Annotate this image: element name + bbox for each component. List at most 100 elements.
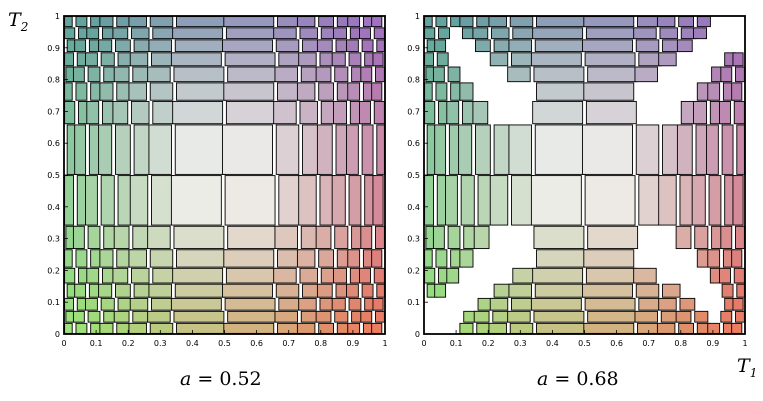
right-cell: [511, 175, 535, 226]
left-cell: [334, 310, 349, 323]
right-cell: [488, 322, 507, 334]
left-cell: [98, 124, 113, 175]
right-cell: [676, 39, 693, 53]
right-cell: [475, 124, 491, 175]
left-cell: [361, 124, 374, 175]
left-cell: [375, 225, 385, 250]
left-cell: [176, 322, 227, 334]
left-cell: [170, 52, 222, 67]
right-cell: [676, 124, 693, 175]
right-cell: [720, 225, 733, 250]
left-cell: [115, 283, 131, 298]
left-cell: [74, 283, 87, 298]
left-cell: [98, 39, 113, 53]
right-cell: [587, 225, 639, 250]
left-cell: [225, 267, 277, 284]
right-cell: [735, 66, 745, 83]
left-cell: [170, 175, 222, 226]
right-cell: [694, 225, 709, 250]
left-cell: [113, 225, 130, 250]
svg-text:T2: T2: [8, 9, 28, 34]
left-cell: [151, 297, 175, 311]
left-cell: [275, 283, 300, 298]
left-cell: [148, 39, 172, 53]
right-y-tick-label: 0.7: [407, 107, 420, 116]
right-cell: [432, 66, 445, 83]
right-y-tick-label: 0.4: [407, 203, 420, 212]
left-cell: [223, 249, 275, 268]
right-cell: [424, 16, 433, 28]
left-cell: [347, 249, 361, 268]
left-cell: [75, 82, 88, 101]
right-cell: [447, 66, 461, 83]
left-cell: [315, 310, 332, 323]
caption-right-equals: =: [548, 368, 577, 390]
left-cell: [316, 39, 333, 53]
left-cell: [225, 27, 277, 40]
right-cell: [508, 124, 532, 175]
left-cell: [273, 267, 297, 284]
right-cell: [633, 27, 657, 40]
right-cell: [424, 100, 436, 125]
left-cell: [371, 322, 383, 334]
right-cell: [530, 52, 582, 67]
left-cell: [100, 297, 115, 311]
right-cell: [583, 82, 635, 101]
right-cell: [473, 225, 490, 250]
right-cell: [719, 267, 731, 284]
left-cell: [359, 100, 371, 125]
right-cell: [656, 16, 676, 28]
right-cell: [530, 175, 582, 226]
left-cell: [173, 225, 225, 250]
left-cell: [359, 27, 371, 40]
right-cell: [638, 297, 662, 311]
right-cell: [489, 175, 509, 226]
right-cell: [488, 16, 507, 28]
left-cell: [222, 124, 273, 175]
right-cell: [534, 124, 586, 175]
right-cell: [434, 283, 447, 298]
left-y-tick-label: 0.4: [47, 203, 60, 212]
left-cell: [225, 100, 277, 125]
left-cell: [173, 310, 225, 323]
left-x-tick-label: 0.7: [282, 339, 295, 348]
left-cell: [277, 82, 301, 101]
left-cell: [74, 39, 87, 53]
right-cell: [708, 175, 722, 226]
left-x-tick-label: 0.9: [347, 339, 360, 348]
right-cell: [536, 322, 587, 334]
left-cell: [315, 225, 332, 250]
right-cell: [438, 27, 450, 40]
left-y-tick-label: 1: [55, 12, 60, 21]
right-cell: [585, 100, 637, 125]
left-cell: [224, 52, 276, 67]
left-cell: [274, 310, 298, 323]
left-cell: [147, 225, 171, 250]
right-x-tick-label: 0.4: [546, 339, 559, 348]
left-cell: [316, 283, 333, 298]
right-cell: [733, 267, 745, 284]
right-cell: [435, 249, 448, 268]
right-cell: [582, 124, 633, 175]
right-cell: [532, 100, 584, 125]
right-cell: [658, 175, 677, 226]
right-cell: [736, 124, 745, 175]
left-cell: [112, 27, 129, 40]
right-cell: [638, 52, 662, 67]
left-cell: [64, 249, 73, 268]
right-cell: [507, 310, 531, 323]
right-cell: [424, 175, 434, 226]
right-cell: [635, 283, 660, 298]
right-cell: [489, 52, 509, 67]
left-cell: [359, 267, 371, 284]
left-cell: [316, 124, 333, 175]
left-cell: [112, 100, 129, 125]
right-cell: [635, 39, 660, 53]
left-cell: [176, 82, 227, 101]
left-cell: [224, 175, 276, 226]
left-cell: [75, 16, 88, 28]
panel-right: 00 0.1 0.1 0.2 0.2 0.3 0.3 0.4 0.4 0.5 0.5 0.6 0.6 0.…: [407, 12, 747, 348]
left-cell: [87, 66, 101, 83]
left-cell: [85, 52, 98, 67]
left-y-tick-label: 0.6: [47, 139, 60, 148]
